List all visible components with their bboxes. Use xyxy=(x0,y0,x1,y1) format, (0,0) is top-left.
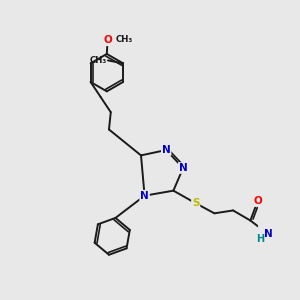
Text: O: O xyxy=(103,35,112,45)
Text: N: N xyxy=(140,191,149,201)
Text: O: O xyxy=(253,196,262,206)
Text: S: S xyxy=(192,198,200,208)
Text: N: N xyxy=(264,229,273,239)
Text: N: N xyxy=(179,163,188,173)
Text: CH₃: CH₃ xyxy=(90,56,107,64)
Text: CH₃: CH₃ xyxy=(116,35,133,44)
Text: N: N xyxy=(162,145,171,155)
Text: H: H xyxy=(256,234,265,244)
